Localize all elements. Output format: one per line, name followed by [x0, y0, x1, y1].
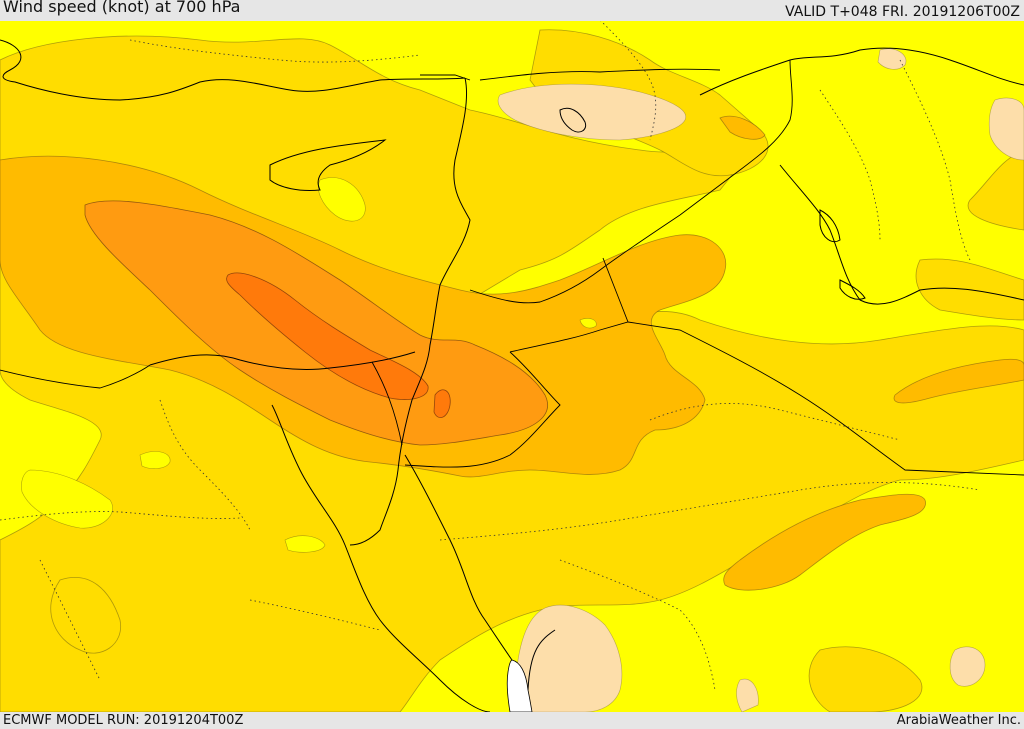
light-wind-islands	[21, 177, 597, 553]
header-bar: Wind speed (knot) at 700 hPa VALID T+048…	[0, 0, 1024, 21]
admin-boundaries	[0, 21, 981, 691]
footer-bar: ECMWF MODEL RUN: 20191204T00Z ArabiaWeat…	[0, 712, 1024, 729]
coastlines	[0, 39, 1024, 712]
map-title: Wind speed (knot) at 700 hPa	[3, 0, 241, 16]
model-run-label: ECMWF MODEL RUN: 20191204T00Z	[3, 713, 244, 728]
wind-speed-map[interactable]	[0, 21, 1024, 712]
water-areas	[506, 659, 533, 712]
country-borders	[0, 59, 1024, 476]
credit-label: ArabiaWeather Inc.	[896, 713, 1021, 728]
valid-time-label: VALID T+048 FRI. 20191206T00Z	[785, 4, 1020, 20]
calm-wind-patches	[497, 48, 1024, 712]
wind-band-deep-orange	[226, 272, 451, 418]
